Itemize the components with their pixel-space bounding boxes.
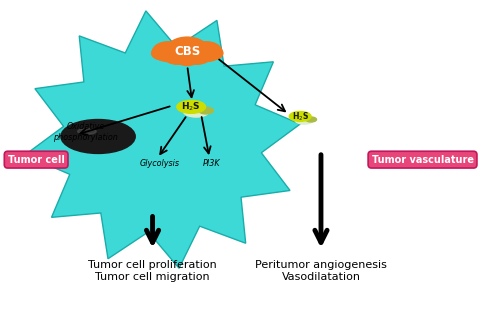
Ellipse shape (198, 107, 214, 114)
Circle shape (164, 47, 191, 64)
Text: Tumor cell proliferation
Tumor cell migration: Tumor cell proliferation Tumor cell migr… (88, 260, 217, 281)
Ellipse shape (61, 120, 135, 153)
Circle shape (175, 50, 200, 65)
Ellipse shape (306, 117, 316, 122)
Text: H$_2$S: H$_2$S (182, 101, 201, 113)
Polygon shape (25, 11, 300, 268)
Circle shape (190, 42, 222, 61)
Circle shape (201, 46, 223, 60)
Ellipse shape (78, 128, 96, 134)
Ellipse shape (294, 116, 314, 124)
Ellipse shape (290, 112, 311, 121)
Text: CBS: CBS (174, 45, 201, 58)
Circle shape (184, 47, 211, 64)
Circle shape (166, 37, 208, 63)
Circle shape (152, 46, 174, 60)
Ellipse shape (184, 105, 209, 117)
Text: PI3K: PI3K (203, 159, 221, 168)
Text: Tumor vasculature: Tumor vasculature (372, 155, 474, 165)
Text: Peritumor angiogenesis
Vasodilatation: Peritumor angiogenesis Vasodilatation (255, 260, 387, 281)
Circle shape (152, 42, 184, 61)
Text: H$_2$S: H$_2$S (292, 110, 308, 123)
Text: Oxidative
phosphorylation: Oxidative phosphorylation (53, 122, 118, 142)
Text: Tumor cell: Tumor cell (8, 155, 64, 165)
Text: Glycolysis: Glycolysis (140, 159, 180, 168)
Ellipse shape (177, 100, 206, 113)
